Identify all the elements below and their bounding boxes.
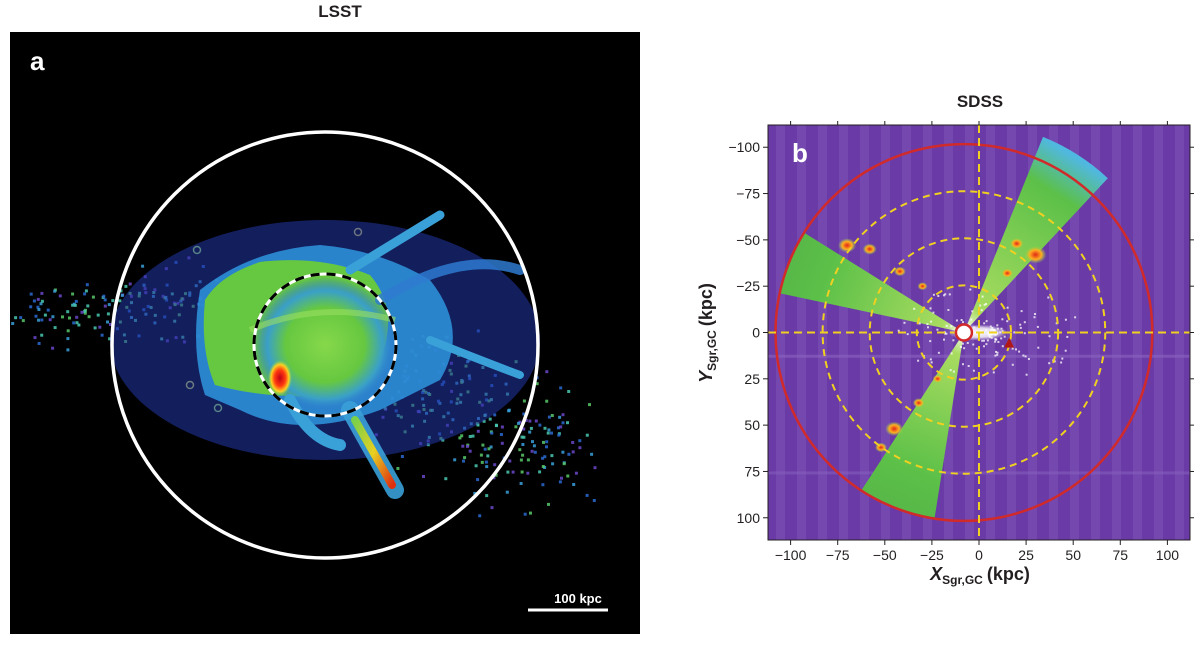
y-tick-label: −25	[736, 278, 760, 294]
y-tick-label: 75	[744, 463, 760, 479]
x-tick-label: −100	[775, 547, 807, 563]
x-tick-label: −75	[826, 547, 850, 563]
x-tick-label: 0	[975, 547, 983, 563]
stream-wedge	[779, 232, 964, 333]
y-tick-label: −75	[736, 186, 760, 202]
x-tick-label: 100	[1156, 547, 1180, 563]
panel-b-letter: b	[792, 138, 808, 168]
panel-a-title: LSST	[318, 2, 362, 21]
y-axis-label: YSgr,GC(kpc)	[696, 283, 719, 383]
scale-bar-label: 100 kpc	[554, 591, 602, 606]
markers	[954, 323, 1015, 348]
sun-marker	[954, 323, 974, 342]
x-tick-label: −25	[920, 547, 944, 563]
y-tick-label: 50	[744, 417, 760, 433]
panel-a-letter: a	[30, 46, 45, 76]
y-tick-label: 25	[744, 371, 760, 387]
x-tick-label: 50	[1065, 547, 1081, 563]
axis-ticks: −100 −75 −50 −25 0 25 50 75 100 −100 −75 −50 −25 0 25 5…	[728, 121, 1194, 563]
panel-b-chart: −100 −75 −50 −25 0 25 50 75 100 −100 −75 −50 −25 0 25 5…	[696, 121, 1194, 587]
inner-dashed-circle	[252, 272, 398, 418]
dashed-radius-circle	[821, 190, 1107, 475]
x-tick-label: 75	[1113, 547, 1129, 563]
crosshair-lines	[768, 125, 1190, 540]
density-hotspots	[838, 238, 1047, 453]
outer-circle-white	[110, 130, 540, 560]
panel-a-image: a 100 kpc	[10, 32, 640, 634]
y-tick-label: −50	[736, 232, 760, 248]
y-tick-label: −100	[728, 139, 760, 155]
y-tick-label: 0	[752, 325, 760, 341]
halo-simulation	[11, 210, 597, 518]
y-tick-label: 100	[737, 510, 761, 526]
stream-wedge	[963, 136, 1108, 333]
x-tick-label: −50	[873, 547, 897, 563]
x-axis-label: XSgr,GC (kpc)	[929, 564, 1030, 587]
triangle-marker	[1004, 337, 1015, 348]
x-tick-label: 25	[1018, 547, 1034, 563]
panel-b-title: SDSS	[956, 92, 1004, 111]
